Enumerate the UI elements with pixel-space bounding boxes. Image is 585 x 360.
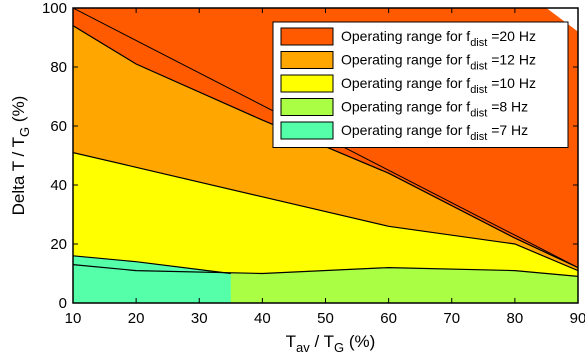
y-axis-title: Delta T / TG (%) xyxy=(9,96,32,216)
legend-swatch xyxy=(280,27,334,46)
y-tick-label: 0 xyxy=(59,295,67,312)
legend-swatch xyxy=(280,98,334,116)
legend: Operating range for fdist =20 Hz Operatin… xyxy=(272,21,569,148)
legend-entry: Operating range for fdist =7 Hz xyxy=(341,122,528,143)
x-tick-label: 30 xyxy=(191,310,208,327)
x-tick-label: 20 xyxy=(128,310,145,327)
legend-swatch xyxy=(280,121,334,140)
axes: 10 20 30 40 50 60 70 80 90 0 20 40 60 80 100 Tav / TG (… xyxy=(9,0,585,355)
x-tick-label: 70 xyxy=(443,310,460,327)
area-fill-4 xyxy=(73,255,231,303)
legend-swatch xyxy=(280,74,334,93)
area-fill-2 xyxy=(73,152,578,303)
legend-entry: Operating range for fdist =12 Hz xyxy=(341,52,536,73)
series-line-3 xyxy=(73,264,578,277)
y-tick-label: 60 xyxy=(50,118,67,135)
y-tick-label: 20 xyxy=(50,236,67,253)
y-tick-label: 80 xyxy=(50,59,67,76)
legend-entry: Operating range for fdist =8 Hz xyxy=(341,99,528,120)
x-tick-label: 50 xyxy=(317,310,334,327)
x-tick-label: 80 xyxy=(507,310,524,327)
x-tick-label: 60 xyxy=(380,310,397,327)
legend-entry: Operating range for fdist =10 Hz xyxy=(341,75,536,96)
x-tick-label: 10 xyxy=(65,310,82,327)
x-axis-title: Tav / TG (%) xyxy=(286,332,376,355)
y-tick-label: 100 xyxy=(42,0,67,17)
legend-entry: Operating range for fdist =20 Hz xyxy=(341,28,536,49)
legend-swatch xyxy=(280,51,334,69)
y-tick-label: 40 xyxy=(50,177,67,194)
x-tick-label: 90 xyxy=(570,310,585,327)
x-tick-label: 40 xyxy=(254,310,271,327)
series-line-4 xyxy=(73,255,231,275)
series-line-2 xyxy=(73,152,578,272)
